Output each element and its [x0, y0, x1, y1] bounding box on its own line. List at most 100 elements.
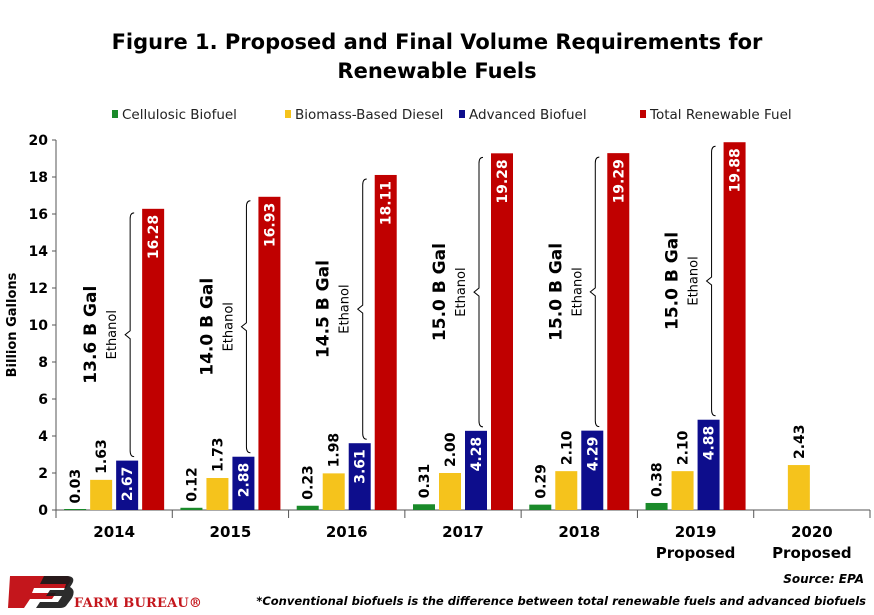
ethanol-bracket: [473, 156, 484, 428]
y-axis-label: Billion Gallons: [5, 272, 20, 377]
bar-total: [723, 142, 746, 510]
legend-label-total: Total Renewable Fuel: [649, 107, 792, 123]
legend-swatch-total: [640, 110, 646, 118]
y-tick-label: 4: [38, 429, 48, 445]
data-label-advanced: 3.61: [353, 449, 369, 484]
y-tick-label: 14: [29, 244, 49, 260]
bar-advanced: [232, 456, 255, 510]
y-tick-label: 0: [38, 503, 48, 519]
ethanol-volume-label: 15.0 B Gal: [546, 243, 566, 341]
y-tick-label: 20: [29, 133, 49, 149]
x-tick-label: 2014: [93, 523, 135, 541]
bar-biomass: [671, 471, 694, 510]
y-tick-label: 8: [38, 355, 48, 371]
data-label-biomass: 1.63: [94, 439, 110, 474]
bar-advanced: [697, 419, 720, 510]
ethanol-bracket: [589, 156, 600, 428]
data-label-biomass: 2.00: [443, 432, 459, 467]
ethanol-volume-label: 13.6 B Gal: [81, 286, 101, 384]
data-label-total: 19.28: [495, 159, 511, 203]
bar-biomass: [206, 477, 229, 510]
data-label-cellulosic: 0.12: [184, 467, 200, 502]
ethanol-bracket: [356, 178, 367, 440]
bar-total: [491, 153, 513, 510]
data-label-total: 18.11: [379, 181, 395, 225]
y-tick-label: 12: [29, 281, 48, 297]
ethanol-volume-label: 15.0 B Gal: [663, 232, 683, 330]
bar-biomass: [787, 465, 810, 510]
data-label-advanced: 2.88: [236, 463, 252, 498]
legend-swatch-cellulosic: [112, 110, 118, 118]
bar-cellulosic: [296, 505, 319, 510]
x-tick-label: Proposed: [656, 544, 736, 562]
y-tick-label: 10: [29, 318, 49, 334]
ethanol-sub-label: Ethanol: [570, 267, 585, 316]
bar-cellulosic: [645, 502, 668, 510]
ethanol-sub-label: Ethanol: [338, 284, 353, 333]
data-label-biomass: 1.73: [210, 437, 226, 472]
data-label-advanced: 4.28: [469, 437, 485, 472]
legend-swatch-biomass: [285, 110, 291, 118]
footnote: *Conventional biofuels is the difference…: [256, 594, 866, 608]
data-label-biomass: 2.10: [559, 430, 575, 465]
bar-advanced: [116, 460, 139, 510]
y-tick-label: 6: [38, 392, 48, 408]
ethanol-bracket: [124, 212, 135, 458]
bar-biomass: [439, 473, 461, 510]
data-label-advanced: 4.29: [585, 437, 601, 472]
data-label-cellulosic: 0.29: [533, 464, 549, 499]
bar-cellulosic: [529, 504, 552, 510]
data-label-total: 19.88: [728, 148, 744, 192]
bar-cellulosic: [64, 509, 87, 510]
legend-label-biomass: Biomass-Based Diesel: [295, 107, 443, 123]
bar-total: [258, 196, 281, 511]
source-note: Source: EPA: [783, 572, 864, 586]
y-tick-label: 18: [29, 170, 48, 186]
farm-bureau-logo-icon: [8, 576, 74, 608]
data-label-biomass: 2.10: [676, 430, 692, 465]
bar-biomass: [322, 473, 345, 510]
x-tick-label: Proposed: [772, 544, 852, 562]
data-label-advanced: 4.88: [702, 426, 718, 461]
x-tick-label: 2019: [675, 523, 717, 541]
legend-label-cellulosic: Cellulosic Biofuel: [122, 107, 237, 123]
data-label-biomass: 2.43: [792, 424, 808, 459]
ethanol-sub-label: Ethanol: [687, 256, 702, 305]
chart-title: Figure 1. Proposed and Final Volume Requ…: [0, 28, 874, 86]
x-tick-label: 2020: [791, 523, 833, 541]
x-tick-label: 2016: [326, 523, 368, 541]
y-tick-label: 16: [29, 207, 48, 223]
x-tick-label: 2017: [442, 523, 484, 541]
ethanol-bracket: [705, 145, 716, 417]
bar-advanced: [348, 443, 371, 510]
ethanol-bracket: [240, 200, 251, 454]
data-label-cellulosic: 0.31: [417, 464, 433, 499]
legend-label-advanced: Advanced Biofuel: [469, 107, 587, 123]
data-label-total: 16.93: [262, 203, 278, 247]
bar-biomass: [555, 471, 578, 510]
y-tick-label: 2: [38, 466, 48, 482]
data-label-total: 16.28: [146, 215, 162, 259]
x-tick-label: 2015: [210, 523, 252, 541]
chart-title-line-2: Renewable Fuels: [337, 59, 537, 83]
chart-title-line-1: Figure 1. Proposed and Final Volume Requ…: [111, 30, 763, 54]
bar-total: [374, 174, 397, 510]
data-label-cellulosic: 0.03: [68, 469, 84, 504]
ethanol-volume-label: 14.5 B Gal: [314, 260, 334, 358]
data-label-biomass: 1.98: [327, 433, 343, 468]
ethanol-volume-label: 15.0 B Gal: [430, 243, 450, 341]
ethanol-sub-label: Ethanol: [454, 267, 469, 316]
data-label-cellulosic: 0.38: [650, 462, 666, 497]
data-label-advanced: 2.67: [120, 467, 136, 502]
x-tick-label: 2018: [558, 523, 600, 541]
bar-total: [607, 153, 630, 510]
bar-cellulosic: [180, 507, 203, 510]
legend-swatch-advanced: [459, 110, 465, 118]
bar-total: [142, 208, 165, 510]
data-label-cellulosic: 0.23: [301, 465, 317, 500]
bar-advanced: [581, 430, 604, 510]
bar-biomass: [90, 479, 113, 510]
ethanol-volume-label: 14.0 B Gal: [197, 278, 217, 376]
data-label-total: 19.29: [611, 159, 627, 203]
